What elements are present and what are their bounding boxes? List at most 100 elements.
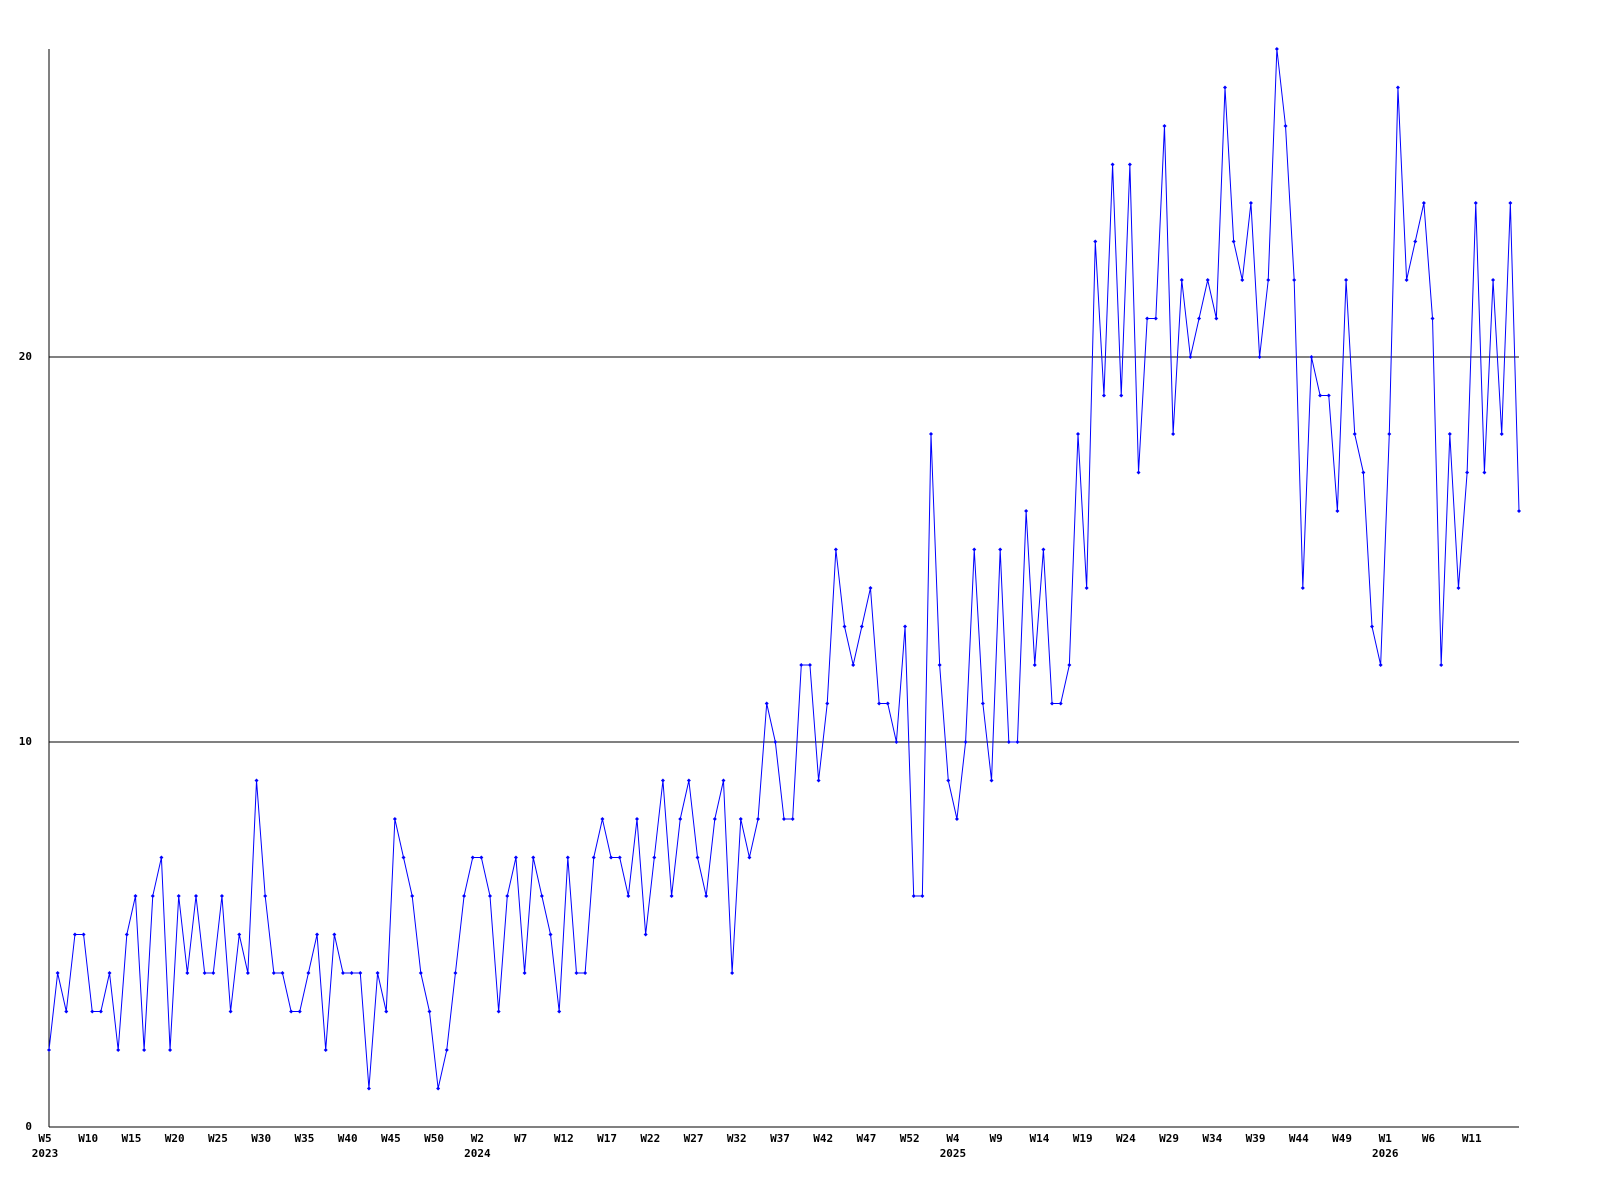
- x-tick-label: W9: [990, 1132, 1003, 1145]
- x-tick-label: W44: [1289, 1132, 1309, 1145]
- data-point: [954, 817, 959, 821]
- x-tick-label: W2: [471, 1132, 484, 1145]
- data-point: [1439, 663, 1444, 667]
- data-point: [194, 894, 198, 898]
- x-tick-label: W12: [554, 1132, 574, 1145]
- data-point: [946, 778, 951, 783]
- data-point: [315, 932, 320, 937]
- data-point: [150, 894, 155, 898]
- data-point: [64, 1009, 69, 1014]
- x-tick-label: W27: [684, 1132, 704, 1145]
- data-point: [1058, 701, 1063, 706]
- data-point: [1370, 624, 1374, 629]
- data-point: [1361, 470, 1366, 475]
- x-tick-label: W34: [1202, 1132, 1222, 1145]
- data-point: [1093, 239, 1098, 244]
- data-point: [591, 855, 596, 860]
- data-point: [1413, 239, 1418, 244]
- data-point: [254, 778, 259, 783]
- data-point: [1127, 162, 1132, 167]
- data-point: [1171, 432, 1176, 436]
- data-point: [341, 971, 345, 975]
- data-point: [444, 1048, 449, 1052]
- x-tick-label: W40: [338, 1132, 358, 1145]
- x-tick-label: W45: [381, 1132, 401, 1145]
- data-point: [513, 855, 518, 860]
- data-point: [488, 894, 492, 898]
- x-tick-label: W10: [78, 1132, 98, 1145]
- data-point: [600, 817, 605, 821]
- data-point: [1205, 278, 1210, 282]
- x-tick-label: W7: [514, 1132, 527, 1145]
- data-point: [1465, 470, 1470, 475]
- data-point: [124, 932, 129, 937]
- data-point: [1430, 316, 1435, 321]
- data-point: [1508, 201, 1513, 205]
- data-point: [989, 778, 994, 783]
- x-year-label: 2025: [940, 1147, 967, 1160]
- data-point: [228, 1009, 233, 1014]
- data-point: [168, 1048, 173, 1052]
- x-tick-label: W37: [770, 1132, 790, 1145]
- data-point: [1395, 85, 1400, 90]
- x-tick-label: W11: [1462, 1132, 1482, 1145]
- data-point: [807, 663, 812, 667]
- data-point: [1387, 432, 1392, 436]
- data-point: [1326, 393, 1331, 398]
- data-point: [185, 971, 190, 975]
- data-point: [1231, 239, 1236, 244]
- data-point: [799, 663, 804, 667]
- data-point: [1240, 278, 1245, 282]
- y-tick-label: 10: [19, 735, 32, 748]
- data-point: [366, 1086, 371, 1091]
- data-point: [479, 855, 484, 860]
- x-tick-label: W29: [1159, 1132, 1179, 1145]
- data-point: [885, 701, 890, 706]
- data-point: [47, 1048, 51, 1052]
- data-point: [704, 894, 709, 898]
- data-point: [617, 855, 622, 860]
- data-point: [1283, 124, 1288, 128]
- data-point: [436, 1086, 441, 1091]
- data-point: [1179, 278, 1184, 282]
- data-point: [972, 547, 977, 552]
- data-point: [1257, 355, 1262, 359]
- data-point: [686, 778, 691, 783]
- data-point: [1041, 547, 1046, 552]
- x-tick-label: W17: [597, 1132, 617, 1145]
- data-point: [773, 740, 778, 744]
- data-point: [1266, 278, 1271, 282]
- x-tick-label: W25: [208, 1132, 228, 1145]
- data-point: [643, 932, 648, 937]
- y-tick-label: 20: [19, 350, 32, 363]
- data-point: [1084, 586, 1089, 590]
- data-point: [392, 817, 397, 821]
- data-point: [1214, 316, 1219, 321]
- data-point: [107, 971, 112, 975]
- data-point: [963, 740, 968, 744]
- data-point: [539, 894, 544, 898]
- x-tick-label: W1: [1379, 1132, 1393, 1145]
- data-point: [297, 1009, 302, 1014]
- data-point: [635, 817, 639, 821]
- data-point: [833, 547, 838, 552]
- data-point: [470, 855, 475, 860]
- data-point: [1101, 393, 1106, 398]
- data-point: [1491, 278, 1496, 282]
- data-point: [678, 817, 683, 821]
- data-point: [574, 971, 579, 975]
- data-point: [289, 1009, 294, 1014]
- data-point: [462, 894, 467, 898]
- data-point: [1136, 470, 1141, 475]
- data-point: [1153, 316, 1158, 321]
- data-point: [583, 971, 588, 975]
- data-point: [894, 740, 899, 744]
- x-tick-label: W20: [165, 1132, 185, 1145]
- data-point: [401, 855, 406, 860]
- data-point: [505, 894, 510, 898]
- data-point: [1292, 278, 1297, 282]
- data-point: [557, 1009, 562, 1014]
- x-tick-label: W47: [857, 1132, 877, 1145]
